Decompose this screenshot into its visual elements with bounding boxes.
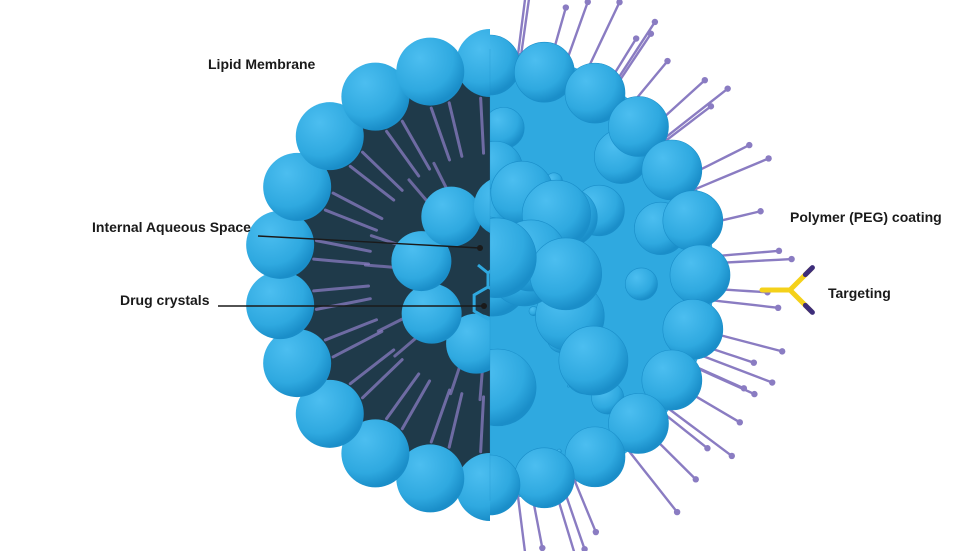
peg-chain-end (674, 509, 680, 515)
surface-lipid-sphere (514, 448, 574, 508)
peg-chain-end (775, 305, 781, 311)
peg-chain (628, 449, 678, 512)
label-peg-coating: Polymer (PEG) coating (790, 209, 942, 225)
peg-chain-end (585, 0, 591, 5)
peg-chain (697, 354, 772, 382)
surface-lipid-sphere (530, 238, 602, 310)
peg-chain-end (539, 545, 545, 551)
liposome-diagram (0, 0, 978, 551)
inner-lipid-sphere (421, 187, 481, 247)
lipid-sphere (396, 38, 464, 106)
peg-chain-end (779, 348, 785, 354)
lipid-sphere (246, 271, 314, 339)
surface-lipid-sphere (625, 268, 657, 300)
peg-chain-end (769, 379, 775, 385)
peg-chain-end (652, 19, 658, 25)
lipid-sphere (263, 329, 331, 397)
surface-lipid-sphere (559, 326, 628, 395)
peg-chain-end (788, 256, 794, 262)
peg-chain-end (741, 385, 747, 391)
peg-chain-end (757, 208, 763, 214)
peg-chain-end (581, 546, 587, 551)
peg-chain-end (737, 419, 743, 425)
peg-chain (711, 300, 779, 308)
peg-chain (668, 408, 732, 456)
peg-chain (518, 495, 527, 551)
peg-chain (666, 106, 711, 140)
surface-lipid-sphere (663, 191, 723, 251)
peg-chain-end (724, 85, 730, 91)
surface-lipid-sphere (670, 245, 730, 305)
peg-chain-end (751, 359, 757, 365)
peg-chain-end (708, 103, 714, 109)
peg-chain-end (702, 77, 708, 83)
label-targeting: Targeting (828, 285, 891, 301)
peg-chain-end (664, 58, 670, 64)
inner-lipid-sphere (402, 284, 462, 344)
peg-chain-end (751, 391, 757, 397)
label-drug-crystals: Drug crystals (120, 292, 209, 308)
label-internal-aqueous: Internal Aqueous Space (92, 219, 251, 235)
peg-chain-end (765, 155, 771, 161)
peg-chain (665, 89, 728, 138)
peg-chain-end (746, 142, 752, 148)
peg-chain-end (563, 4, 569, 10)
leader-line-dot (481, 303, 487, 309)
leader-line-dot (477, 245, 483, 251)
peg-chain (664, 413, 708, 448)
peg-chain-end (593, 529, 599, 535)
peg-chain (575, 480, 596, 532)
peg-chain-end (704, 445, 710, 451)
label-lipid-membrane: Lipid Membrane (208, 56, 315, 72)
peg-chain-end (633, 35, 639, 41)
peg-chain (695, 158, 769, 189)
peg-chain-end (776, 248, 782, 254)
peg-chain-end (693, 476, 699, 482)
lipid-sphere (246, 211, 314, 279)
peg-chain-end (470, 0, 476, 1)
peg-chain-end (729, 453, 735, 459)
